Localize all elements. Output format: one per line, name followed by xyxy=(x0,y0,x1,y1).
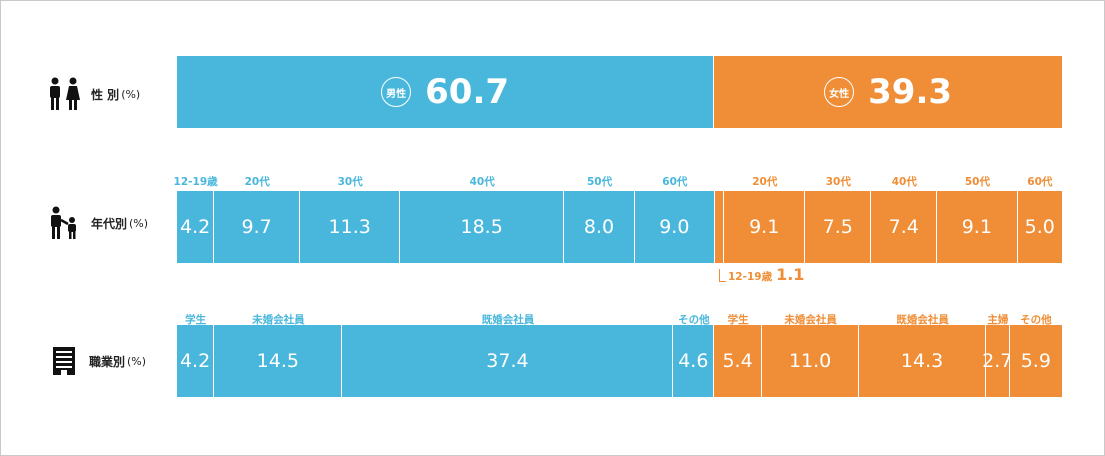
bar-segment-female: 7.5 xyxy=(805,191,872,263)
row-label-text: 年代別 xyxy=(91,216,128,231)
bar-segment-female: 9.1 xyxy=(724,191,806,263)
bar-segment-male: 4.2 xyxy=(177,325,215,397)
data-label: 9.0 xyxy=(659,216,690,238)
row-label-gender: 性 別 (%) xyxy=(47,77,140,111)
category-label: 既婚会社員 xyxy=(481,314,535,326)
female-teen-callout: 12-19歳 1.1 xyxy=(719,265,804,284)
age-bar: 4.2 9.7 11.3 18.5 8.0 9.0 9.1 7.5 7.4 9.1 5.0 xyxy=(177,191,1062,263)
bar-segment-female: 14.3 xyxy=(859,325,986,397)
gender-bar: 男性 60.7 女性 39.3 xyxy=(177,56,1062,128)
bar-segment-female: 5.9 xyxy=(1009,325,1062,397)
category-label: その他 xyxy=(678,314,710,326)
data-label: 4.2 xyxy=(179,216,211,238)
data-label: 5.0 xyxy=(1024,216,1055,238)
data-label: 11.3 xyxy=(328,216,371,238)
data-label: 9.1 xyxy=(961,216,992,238)
data-label: 4.2 xyxy=(179,350,211,372)
bar-segment-male: 4.6 xyxy=(673,325,715,397)
bar-segment-male: 9.0 xyxy=(634,191,715,263)
bar-segment-female: 7.4 xyxy=(871,191,937,263)
category-label: 学生 xyxy=(727,314,749,326)
category-label: 未婚会社員 xyxy=(784,314,837,326)
category-label: 30代 xyxy=(337,176,363,188)
data-label: 11.0 xyxy=(788,350,832,372)
category-label: 20代 xyxy=(244,176,270,188)
building-icon xyxy=(47,345,81,377)
bar-segment-male: 14.5 xyxy=(214,325,343,397)
data-label: 14.3 xyxy=(900,350,944,372)
bar-segment-male: 4.2 xyxy=(177,191,215,263)
bar-segment-female: 2.7 xyxy=(982,325,1012,397)
data-label: 60.7 xyxy=(425,72,510,112)
category-label: 40代 xyxy=(891,176,917,188)
row-label-age: 年代別 (%) xyxy=(47,206,148,240)
row-label-text: 職業別 xyxy=(89,354,126,369)
row-label-unit: (%) xyxy=(129,216,149,230)
bar-segment-female: 女性 39.3 xyxy=(714,56,1062,128)
category-label: 60代 xyxy=(662,176,688,188)
parent-child-icon xyxy=(47,206,83,240)
data-label: 7.4 xyxy=(888,216,919,238)
occupation-bar: 4.2 14.5 37.4 4.6 5.4 11.0 14.3 2.7 5.9 xyxy=(177,325,1062,397)
row-label-unit: (%) xyxy=(127,354,147,368)
category-label: 主婦 xyxy=(987,314,1009,326)
data-label: 7.5 xyxy=(822,216,853,238)
callout-value: 1.1 xyxy=(776,265,805,284)
data-label: 9.7 xyxy=(241,216,272,238)
row-label-text: 性 別 xyxy=(91,87,120,102)
bar-segment-male: 18.5 xyxy=(400,191,565,263)
category-label: 50代 xyxy=(587,176,613,188)
bar-segment-female: 11.0 xyxy=(761,325,860,397)
category-label: 12-19歳 xyxy=(173,176,218,188)
gender-badge: 女性 xyxy=(824,77,855,107)
bar-segment-female: 5.0 xyxy=(1017,191,1062,263)
data-label: 37.4 xyxy=(486,350,529,372)
data-label: 39.3 xyxy=(868,72,953,112)
gender-badge: 男性 xyxy=(381,77,412,107)
callout-bracket xyxy=(719,269,726,282)
callout-label: 12-19歳 xyxy=(728,271,773,283)
bar-segment-female xyxy=(714,191,725,263)
bar-segment-male: 9.7 xyxy=(214,191,301,263)
category-label: 60代 xyxy=(1027,176,1053,188)
data-label: 14.5 xyxy=(256,350,299,372)
category-label: 40代 xyxy=(469,176,495,188)
row-label-unit: (%) xyxy=(121,87,141,101)
category-label: 既婚会社員 xyxy=(896,314,949,326)
bar-segment-male: 8.0 xyxy=(564,191,635,263)
data-label: 2.7 xyxy=(982,350,1013,372)
category-label: 20代 xyxy=(752,176,778,188)
category-label: 30代 xyxy=(825,176,851,188)
bar-segment-male: 37.4 xyxy=(342,325,674,397)
data-label: 8.0 xyxy=(583,216,615,238)
bar-segment-female: 9.1 xyxy=(937,191,1018,263)
category-label: 学生 xyxy=(185,314,207,326)
data-label: 4.6 xyxy=(678,350,709,372)
data-label: 18.5 xyxy=(460,216,503,238)
bar-segment-female: 5.4 xyxy=(714,325,762,397)
category-label: 50代 xyxy=(964,176,990,188)
data-label: 5.4 xyxy=(722,350,753,372)
bar-segment-male: 男性 60.7 xyxy=(177,56,715,128)
category-label: その他 xyxy=(1020,314,1052,326)
couple-icon xyxy=(47,77,83,111)
data-label: 5.9 xyxy=(1020,350,1051,372)
category-label: 未婚会社員 xyxy=(252,314,305,326)
data-label: 9.1 xyxy=(749,216,780,238)
row-label-occupation: 職業別 (%) xyxy=(47,345,146,377)
bar-segment-male: 11.3 xyxy=(300,191,401,263)
